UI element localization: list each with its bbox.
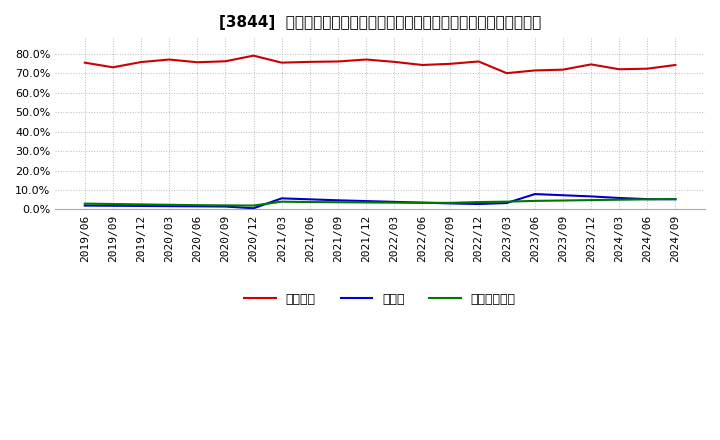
のれん: [446, 201, 455, 206]
繰延税金資産: [615, 197, 624, 202]
自己資本: [390, 59, 398, 65]
繰延税金資産: [81, 201, 89, 206]
自己資本: [671, 62, 680, 68]
自己資本: [81, 60, 89, 65]
自己資本: [643, 66, 652, 71]
のれん: [503, 200, 511, 205]
Title: [3844]  自己資本、のれん、繰延税金資産の総資産に対する比率の推移: [3844] 自己資本、のれん、繰延税金資産の総資産に対する比率の推移: [219, 15, 541, 30]
自己資本: [503, 70, 511, 76]
繰延税金資産: [474, 199, 483, 205]
のれん: [333, 198, 342, 203]
のれん: [531, 191, 539, 197]
のれん: [390, 199, 398, 205]
のれん: [643, 197, 652, 202]
自己資本: [305, 59, 314, 65]
繰延税金資産: [503, 199, 511, 204]
のれん: [137, 203, 145, 209]
繰延税金資産: [446, 200, 455, 205]
繰延税金資産: [137, 202, 145, 207]
繰延税金資産: [418, 200, 427, 205]
繰延税金資産: [221, 203, 230, 208]
のれん: [587, 194, 595, 199]
のれん: [615, 195, 624, 201]
繰延税金資産: [333, 200, 342, 205]
繰延税金資産: [249, 203, 258, 208]
のれん: [305, 197, 314, 202]
繰延税金資産: [165, 202, 174, 207]
自己資本: [418, 62, 427, 68]
のれん: [277, 196, 286, 201]
のれん: [671, 197, 680, 202]
自己資本: [361, 57, 370, 62]
のれん: [221, 204, 230, 209]
繰延税金資産: [531, 198, 539, 204]
繰延税金資産: [643, 197, 652, 202]
のれん: [559, 193, 567, 198]
繰延税金資産: [277, 199, 286, 204]
のれん: [418, 200, 427, 205]
Line: のれん: のれん: [85, 194, 675, 208]
Legend: 自己資本, のれん, 繰延税金資産: 自己資本, のれん, 繰延税金資産: [240, 288, 521, 311]
のれん: [249, 205, 258, 211]
自己資本: [559, 67, 567, 72]
Line: 繰延税金資産: 繰延税金資産: [85, 199, 675, 205]
自己資本: [587, 62, 595, 67]
のれん: [109, 203, 117, 209]
自己資本: [333, 59, 342, 64]
のれん: [361, 198, 370, 204]
繰延税金資産: [390, 200, 398, 205]
繰延税金資産: [109, 202, 117, 207]
自己資本: [221, 59, 230, 64]
のれん: [193, 204, 202, 209]
繰延税金資産: [671, 196, 680, 202]
自己資本: [446, 61, 455, 66]
自己資本: [109, 65, 117, 70]
自己資本: [531, 68, 539, 73]
自己資本: [193, 59, 202, 65]
繰延税金資産: [587, 198, 595, 203]
自己資本: [615, 66, 624, 72]
のれん: [474, 202, 483, 207]
自己資本: [137, 59, 145, 65]
自己資本: [165, 57, 174, 62]
自己資本: [474, 59, 483, 64]
Line: 自己資本: 自己資本: [85, 55, 675, 73]
自己資本: [249, 53, 258, 58]
自己資本: [277, 60, 286, 65]
のれん: [165, 204, 174, 209]
繰延税金資産: [559, 198, 567, 203]
のれん: [81, 203, 89, 208]
繰延税金資産: [361, 200, 370, 205]
繰延税金資産: [305, 199, 314, 205]
繰延税金資産: [193, 202, 202, 208]
